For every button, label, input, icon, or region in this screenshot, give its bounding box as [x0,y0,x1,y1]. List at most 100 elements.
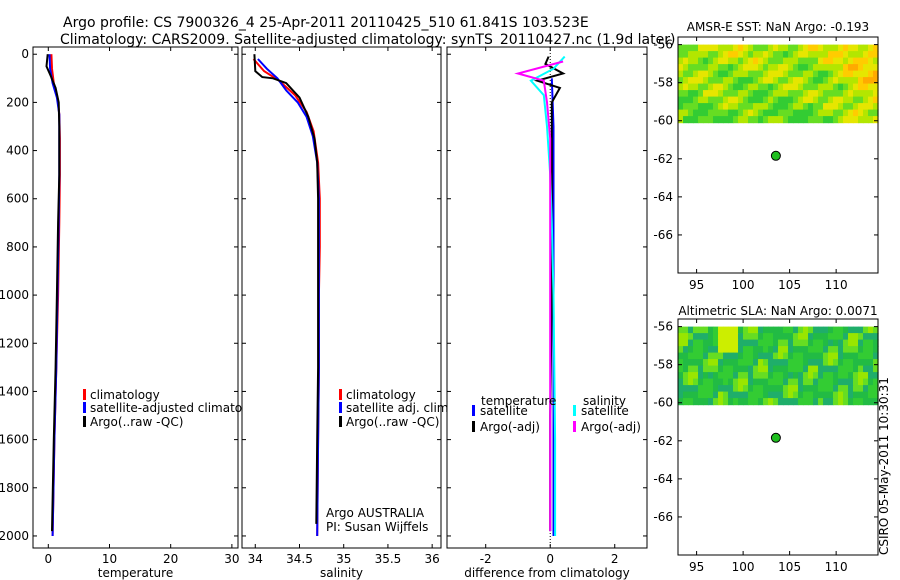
heat-cell [698,378,704,386]
heat-cell [788,378,794,386]
heat-cell [838,44,844,52]
heat-cell [793,326,799,334]
heat-cell [873,365,879,373]
heat-cell [798,103,804,111]
heat-cell [838,359,844,367]
heat-cell [693,352,699,360]
heat-cell [858,70,864,78]
heat-cell [683,372,689,380]
legend-label: Argo(-adj) [581,420,641,434]
heat-cell [813,398,819,406]
heat-cell [858,44,864,52]
heat-cell [683,352,689,360]
heat-cell [828,333,834,341]
heat-cell [768,346,774,354]
heat-cell [793,333,799,341]
heat-cell [773,359,779,367]
heat-cell [873,346,879,354]
heat-cell [808,398,814,406]
heat-cell [723,359,729,367]
heat-cell [768,77,774,85]
heat-cell [713,398,719,406]
heat-cell [873,391,879,399]
heat-cell [788,83,794,91]
heat-cell [828,339,834,347]
heat-cell [858,378,864,386]
heat-cell [723,64,729,72]
legend-label: climatology [346,388,416,402]
heat-cell [763,44,769,52]
heat-cell [743,77,749,85]
heat-cell [753,103,759,111]
heat-cell [813,359,819,367]
heat-cell [778,109,784,117]
y-tick-label: 600 [6,192,29,206]
heat-cell [693,385,699,393]
heat-cell [688,352,694,360]
heat-cell [773,372,779,380]
heat-cell [738,90,744,98]
heat-cell [813,103,819,111]
heat-cell [708,333,714,341]
legend-label: Argo(-adj) [480,420,540,434]
heat-cell [808,77,814,85]
heat-cell [688,103,694,111]
heat-cell [778,77,784,85]
heat-cell [713,77,719,85]
heat-cell [728,51,734,59]
heat-cell [868,83,874,91]
heat-cell [718,365,724,373]
heat-cell [873,385,879,393]
heat-cell [718,378,724,386]
heat-cell [728,398,734,406]
heat-cell [748,346,754,354]
heat-cell [783,378,789,386]
heat-cell [833,398,839,406]
heat-cell [728,44,734,52]
heat-cell [843,378,849,386]
heat-cell [693,109,699,117]
heat-cell [793,44,799,52]
heat-cell [773,70,779,78]
heat-cell [858,365,864,373]
heat-cell [838,57,844,65]
heat-cell [843,365,849,373]
heat-cell [873,359,879,367]
heat-cell [743,339,749,347]
heat-cell [863,365,869,373]
heat-cell [693,116,699,124]
heat-cell [743,57,749,65]
heat-cell [803,365,809,373]
heat-cell [843,346,849,354]
heat-cell [728,103,734,111]
heat-cell [703,352,709,360]
heat-cell [768,378,774,386]
heat-cell [688,391,694,399]
heat-cell [873,103,879,111]
heat-cell [823,333,829,341]
heat-cell [773,346,779,354]
heat-cell [753,391,759,399]
heat-cell [863,378,869,386]
heat-cell [868,359,874,367]
heat-cell [813,352,819,360]
heat-cell [793,385,799,393]
heat-cell [848,359,854,367]
heat-cell [703,64,709,72]
legend-swatch [339,416,342,427]
heat-cell [713,378,719,386]
heat-cell [703,326,709,334]
heat-cell [798,352,804,360]
heat-cell [833,372,839,380]
heat-cell [793,83,799,91]
heat-cell [823,385,829,393]
heat-cell [743,83,749,91]
y-tick-label: -56 [653,38,673,52]
heat-cell [758,391,764,399]
heat-cell [678,352,684,360]
heat-cell [728,333,734,341]
heat-cell [783,51,789,59]
figure-title-line1: Argo profile: CS 7900326_4 25-Apr-2011 2… [63,15,589,31]
heat-cell [678,57,684,65]
heat-cell [843,96,849,104]
